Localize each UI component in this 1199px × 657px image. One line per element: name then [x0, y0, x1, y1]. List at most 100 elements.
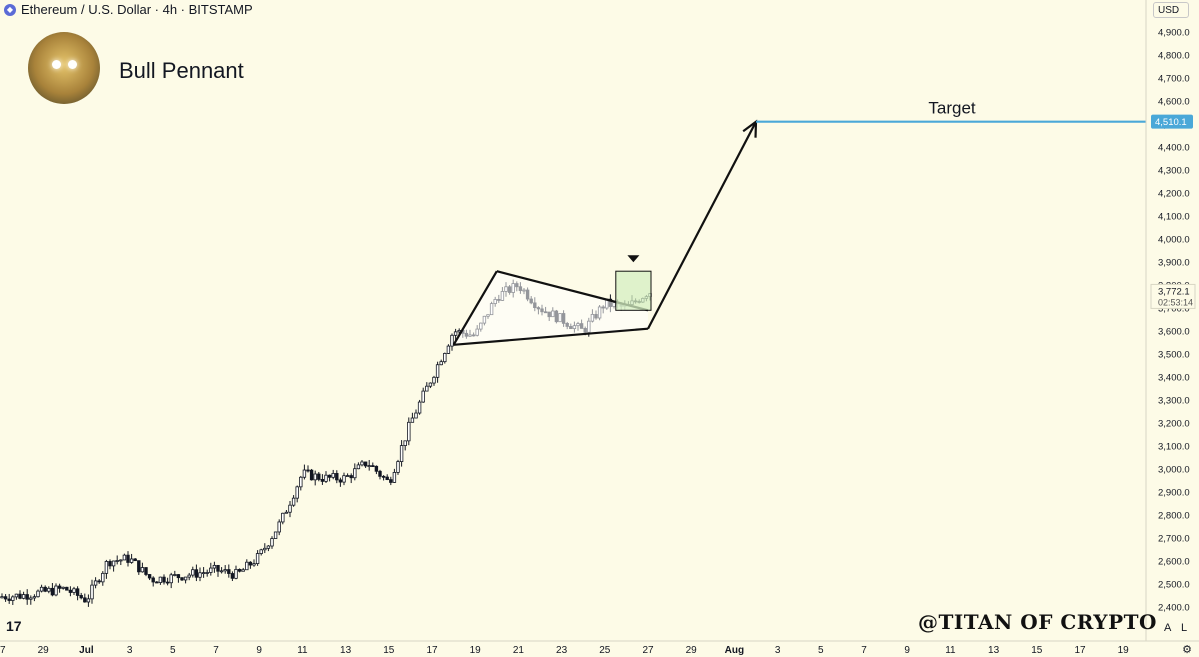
x-tick-label: 29 — [686, 645, 698, 656]
y-tick-label: 2,900.0 — [1158, 488, 1190, 499]
candle-body — [173, 574, 177, 576]
candle-body — [443, 353, 447, 363]
y-tick-label: 4,100.0 — [1158, 212, 1190, 223]
candle-body — [417, 401, 422, 414]
candle-body — [137, 560, 141, 573]
y-tick-label: 2,500.0 — [1158, 580, 1190, 591]
target-price-label: 4,510.1 — [1155, 117, 1187, 128]
candle-body — [169, 574, 173, 584]
candle-body — [237, 568, 242, 572]
candle-body — [21, 594, 26, 599]
candle-body — [119, 559, 123, 562]
candle-body — [421, 390, 425, 403]
candle-body — [381, 475, 386, 478]
watermark: @TITAN OF CRYPTO — [918, 610, 1157, 634]
candle-body — [385, 476, 389, 481]
candle-body — [453, 331, 458, 336]
tradingview-logo-icon[interactable]: 17 — [6, 618, 22, 634]
candle-body — [313, 473, 317, 481]
candle-body — [68, 589, 73, 593]
candle-body — [378, 470, 382, 477]
candle-body — [108, 561, 112, 567]
auto-scale-button[interactable]: A — [1164, 622, 1172, 634]
candle-body — [403, 440, 407, 446]
y-tick-label: 4,600.0 — [1158, 97, 1190, 108]
candle-body — [79, 595, 83, 599]
candle-body — [356, 464, 361, 470]
symbol-header[interactable]: ◆ Ethereum / U.S. Dollar · 4h · BITSTAMP — [4, 2, 253, 17]
y-tick-label: 2,600.0 — [1158, 557, 1190, 568]
candle-body — [183, 576, 188, 581]
x-tick-label: 9 — [256, 645, 262, 656]
x-axis[interactable]: 27 29 Jul 3 5 7 9 11 13 15 17 19 21 23 25 27 29 Aug 3 5 7 9 11… — [0, 640, 1199, 656]
candle-body — [371, 465, 375, 468]
y-tick-label: 3,400.0 — [1158, 373, 1190, 384]
x-tick-label: 17 — [426, 645, 438, 656]
candle-body — [374, 465, 379, 472]
candle-body — [299, 476, 303, 488]
candle-body — [140, 567, 145, 573]
candle-body — [115, 560, 119, 562]
candle-body — [25, 594, 29, 600]
candle-body — [83, 597, 87, 603]
currency-button[interactable]: USD — [1153, 2, 1189, 18]
candle-body — [50, 587, 55, 596]
current-price-label: 3,772.1 — [1158, 286, 1190, 297]
candle-body — [36, 590, 40, 598]
y-tick-label: 3,300.0 — [1158, 396, 1190, 407]
y-tick-label: 3,000.0 — [1158, 465, 1190, 476]
candle-body — [126, 554, 130, 563]
candle-body — [29, 597, 33, 600]
candle-body — [335, 473, 339, 481]
candle-body — [353, 468, 357, 479]
candle-body — [75, 588, 80, 596]
candle-body — [65, 586, 69, 591]
candle-body — [39, 586, 44, 592]
candle-body — [219, 570, 224, 573]
candle-body — [122, 554, 127, 561]
candle-body — [129, 558, 134, 563]
candle-body — [57, 585, 62, 589]
y-tick-label: 4,400.0 — [1158, 143, 1190, 154]
candle-body — [144, 567, 148, 575]
candle-body — [407, 421, 411, 442]
candle-body — [230, 573, 235, 579]
candle-body — [302, 469, 307, 478]
y-tick-label: 3,700.0 — [1158, 304, 1190, 315]
candle-body — [101, 572, 105, 583]
candle-body — [187, 574, 191, 578]
x-tick-label: 13 — [988, 645, 1000, 656]
target-price-badge — [1151, 114, 1193, 129]
candle-body — [7, 598, 11, 601]
x-tick-label: 15 — [1031, 645, 1043, 656]
candle-body — [180, 577, 184, 581]
ethereum-icon: ◆ — [4, 3, 16, 16]
x-tick-label: 19 — [1118, 645, 1130, 656]
x-tick-label: 9 — [904, 645, 910, 656]
gear-icon[interactable]: ⚙ — [1182, 643, 1192, 656]
flagpole-line — [452, 270, 498, 346]
candle-body — [61, 586, 65, 589]
x-tick-label: 5 — [170, 645, 176, 656]
symbol-text: Ethereum / U.S. Dollar · 4h · BITSTAMP — [21, 2, 253, 17]
breakout-box — [615, 270, 652, 311]
candle-body — [241, 569, 245, 572]
y-tick-label: 4,800.0 — [1158, 51, 1190, 62]
x-tick-label: 25 — [599, 645, 611, 656]
x-tick-label: 7 — [213, 645, 219, 656]
candle-body — [309, 469, 314, 481]
candle-body — [349, 475, 353, 479]
y-axis[interactable]: 2,400.0 2,500.0 2,600.0 2,700.0 2,800.0 2,900… — [1145, 0, 1196, 641]
candle-body — [223, 569, 227, 572]
y-tick-label: 3,500.0 — [1158, 350, 1190, 361]
candle-body — [234, 568, 238, 579]
y-tick-label: 2,800.0 — [1158, 511, 1190, 522]
candle-body — [367, 465, 371, 468]
log-scale-button[interactable]: L — [1181, 622, 1188, 634]
candle-body — [259, 549, 263, 554]
candle-body — [432, 376, 436, 384]
y-tick-label: 3,200.0 — [1158, 419, 1190, 430]
x-tick-label: 19 — [470, 645, 482, 656]
target-label: Target — [928, 99, 976, 118]
